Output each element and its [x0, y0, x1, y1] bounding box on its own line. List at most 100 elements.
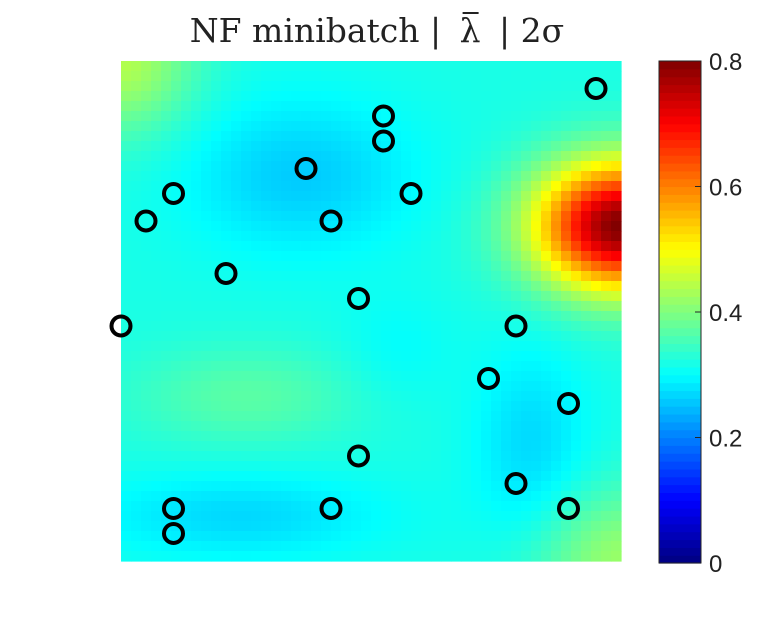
heatmap-cell: [381, 261, 392, 272]
heatmap-cell: [251, 311, 262, 322]
heatmap-cell: [321, 221, 332, 232]
heatmap-cell: [431, 81, 442, 92]
heatmap-cell: [411, 231, 422, 242]
heatmap-cell: [611, 251, 622, 262]
heatmap-cell: [571, 241, 582, 252]
heatmap-cell: [491, 551, 502, 562]
heatmap-cell: [561, 551, 572, 562]
heatmap-cell: [171, 161, 182, 172]
heatmap-cell: [471, 151, 482, 162]
heatmap-cell: [121, 401, 132, 412]
heatmap-cell: [551, 511, 562, 522]
heatmap-cell: [461, 221, 472, 232]
heatmap-cell: [171, 301, 182, 312]
heatmap-cell: [421, 511, 432, 522]
heatmap-cell: [391, 441, 402, 452]
heatmap-cell: [441, 421, 452, 432]
heatmap-cell: [391, 91, 402, 102]
heatmap-cell: [201, 551, 212, 562]
heatmap-cell: [291, 291, 302, 302]
heatmap-cell: [341, 201, 352, 212]
heatmap-cell: [391, 361, 402, 372]
heatmap-cell: [201, 511, 212, 522]
heatmap-cell: [441, 141, 452, 152]
heatmap-cell: [411, 421, 422, 432]
heatmap-cell: [511, 251, 522, 262]
heatmap-cell: [391, 431, 402, 442]
heatmap-cell: [191, 421, 202, 432]
heatmap-cell: [271, 341, 282, 352]
heatmap-cell: [321, 201, 332, 212]
heatmap-cell: [311, 511, 322, 522]
heatmap-cell: [241, 371, 252, 382]
heatmap-cell: [481, 141, 492, 152]
heatmap-cell: [121, 291, 132, 302]
heatmap-cell: [151, 131, 162, 142]
heatmap-cell: [221, 111, 232, 122]
heatmap-cell: [551, 201, 562, 212]
heatmap-cell: [121, 201, 132, 212]
heatmap-cell: [421, 481, 432, 492]
heatmap-cell: [581, 441, 592, 452]
heatmap-cell: [351, 201, 362, 212]
heatmap-cell: [371, 361, 382, 372]
heatmap-cell: [411, 431, 422, 442]
heatmap-cell: [241, 511, 252, 522]
heatmap-cell: [381, 111, 392, 122]
heatmap-cell: [341, 351, 352, 362]
heatmap-cell: [541, 161, 552, 172]
heatmap-cell: [511, 161, 522, 172]
heatmap-cell: [581, 371, 592, 382]
heatmap-cell: [191, 491, 202, 502]
heatmap-cell: [611, 221, 622, 232]
heatmap-cell: [441, 251, 452, 262]
heatmap-cell: [211, 61, 222, 72]
heatmap-cell: [291, 341, 302, 352]
heatmap-cell: [291, 61, 302, 72]
colorbar-segment: [659, 429, 701, 439]
colorbar-segment: [659, 61, 701, 70]
heatmap-cell: [201, 251, 212, 262]
heatmap-cell: [601, 501, 612, 512]
heatmap-cell: [511, 541, 522, 552]
heatmap-cell: [291, 541, 302, 552]
heatmap-cell: [271, 191, 282, 202]
heatmap-cell: [511, 451, 522, 462]
heatmap-cell: [571, 311, 582, 322]
heatmap-cell: [301, 311, 312, 322]
heatmap-cell: [221, 271, 232, 282]
heatmap-cell: [271, 221, 282, 232]
heatmap-cell: [341, 251, 352, 262]
heatmap-cell: [411, 281, 422, 292]
heatmap-cell: [201, 441, 212, 452]
heatmap-cell: [141, 511, 152, 522]
heatmap-cell: [351, 421, 362, 432]
heatmap-cell: [261, 191, 272, 202]
heatmap-cell: [431, 311, 442, 322]
heatmap-cell: [431, 261, 442, 272]
heatmap-cell: [431, 541, 442, 552]
heatmap-cell: [521, 521, 532, 532]
heatmap-cell: [561, 501, 572, 512]
heatmap-cell: [611, 471, 622, 482]
heatmap-cell: [361, 101, 372, 112]
heatmap-cell: [411, 321, 422, 332]
heatmap-cell: [431, 481, 442, 492]
heatmap-cell: [571, 301, 582, 312]
heatmap-cell: [151, 501, 162, 512]
heatmap-cell: [601, 391, 612, 402]
colorbar-segment: [659, 555, 701, 564]
heatmap-cell: [191, 71, 202, 82]
heatmap-cell: [471, 381, 482, 392]
heatmap-cell: [341, 141, 352, 152]
heatmap-cell: [541, 281, 552, 292]
heatmap-cell: [291, 231, 302, 242]
heatmap-cell: [561, 331, 572, 342]
heatmap-cell: [171, 91, 182, 102]
heatmap-cell: [441, 531, 452, 542]
heatmap-cell: [251, 271, 262, 282]
heatmap-cell: [221, 191, 232, 202]
heatmap-cell: [311, 81, 322, 92]
heatmap-cell: [351, 411, 362, 422]
heatmap-cell: [541, 541, 552, 552]
